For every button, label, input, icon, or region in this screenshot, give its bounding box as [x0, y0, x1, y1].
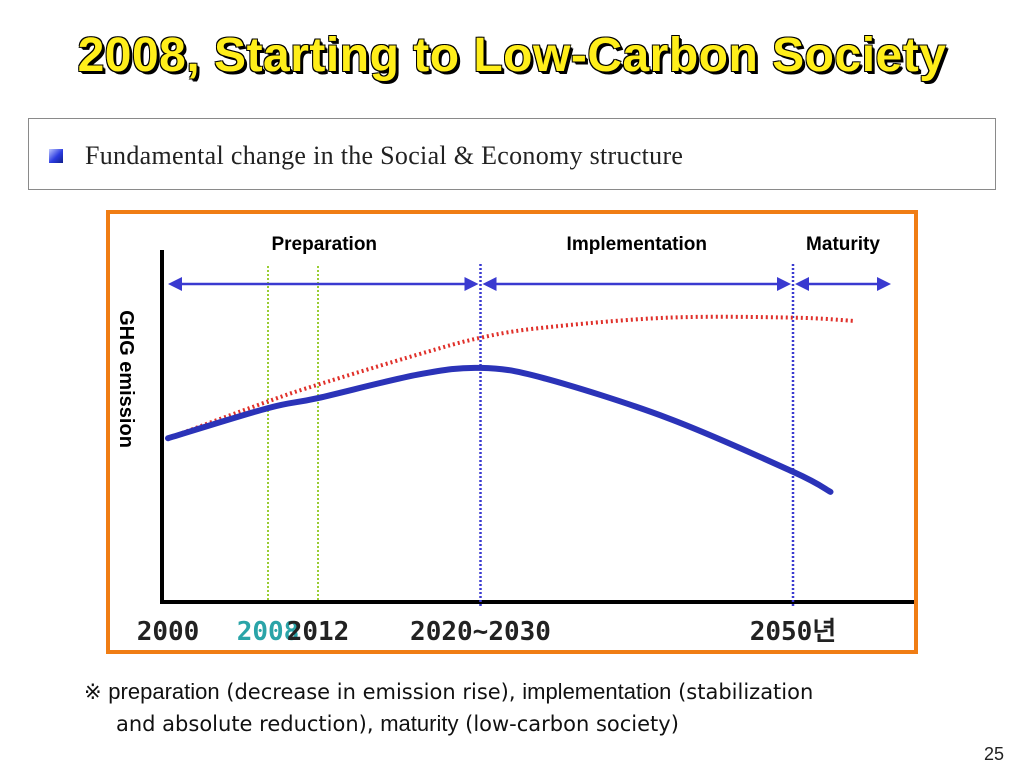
x-tick-label-2050: 2050년 [750, 617, 837, 647]
series-line-dotted [167, 314, 856, 441]
slide-title: 2008, Starting to Low-Carbon Society [77, 29, 947, 82]
keyword-implementation: implementation [522, 679, 672, 704]
x-tick-label-2012: 2012 [287, 617, 350, 647]
footnote-line-2-prefix: and absolute reduction), [116, 712, 381, 736]
series-line-solid [165, 364, 834, 495]
square-bullet-icon [49, 149, 63, 163]
phase-arrow-preparation [168, 277, 479, 291]
phase-label-preparation: Preparation [271, 234, 377, 255]
maturity-description: (low-carbon society) [458, 712, 679, 736]
x-tick-label-2008: 2008 [237, 617, 300, 647]
subtitle-text: Fundamental change in the Social & Econo… [85, 141, 684, 170]
subtitle-box: Fundamental change in the Social & Econo… [28, 118, 996, 190]
footnote-line-2: and absolute reduction), maturity (low-c… [84, 708, 964, 740]
reference-mark: ※ [84, 680, 102, 704]
phase-label-maturity: Maturity [806, 234, 880, 255]
implementation-description: (stabilization [671, 680, 814, 704]
phase-label-implementation: Implementation [567, 234, 707, 255]
footnote-line-1: ※ preparation (decrease in emission rise… [84, 676, 964, 708]
keyword-maturity: maturity [380, 711, 459, 736]
x-tick-label-2000: 2000 [137, 617, 200, 647]
emission-chart: GHG emission Preparation Implementation Mat… [115, 234, 914, 647]
x-tick-label-2025: 2020~2030 [410, 617, 551, 647]
keyword-preparation: preparation [108, 679, 220, 704]
phase-arrow-maturity [795, 277, 891, 291]
y-axis-label: GHG emission [115, 310, 137, 448]
chart-frame: GHG emission Preparation Implementation Mat… [106, 210, 918, 654]
footnote: ※ preparation (decrease in emission rise… [84, 676, 964, 740]
phase-arrow-implementation [482, 277, 791, 291]
page-number: 25 [983, 744, 1004, 764]
preparation-description: (decrease in emission rise), [219, 680, 523, 704]
